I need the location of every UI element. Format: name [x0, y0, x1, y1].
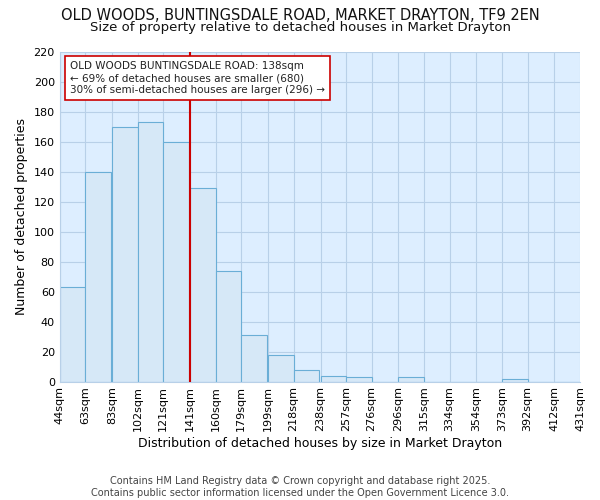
Bar — [502, 378, 527, 382]
Bar — [163, 142, 189, 382]
Bar — [59, 287, 85, 382]
Bar — [85, 172, 111, 382]
Bar — [346, 377, 371, 382]
Text: OLD WOODS, BUNTINGSDALE ROAD, MARKET DRAYTON, TF9 2EN: OLD WOODS, BUNTINGSDALE ROAD, MARKET DRA… — [61, 8, 539, 22]
Bar — [293, 370, 319, 382]
Bar — [215, 270, 241, 382]
Text: OLD WOODS BUNTINGSDALE ROAD: 138sqm
← 69% of detached houses are smaller (680)
3: OLD WOODS BUNTINGSDALE ROAD: 138sqm ← 69… — [70, 62, 325, 94]
Bar — [268, 354, 293, 382]
Bar — [112, 126, 137, 382]
Bar — [320, 376, 346, 382]
Text: Contains HM Land Registry data © Crown copyright and database right 2025.
Contai: Contains HM Land Registry data © Crown c… — [91, 476, 509, 498]
Text: Size of property relative to detached houses in Market Drayton: Size of property relative to detached ho… — [89, 21, 511, 34]
Y-axis label: Number of detached properties: Number of detached properties — [15, 118, 28, 315]
Bar — [137, 122, 163, 382]
Bar — [190, 188, 215, 382]
Bar — [241, 335, 267, 382]
X-axis label: Distribution of detached houses by size in Market Drayton: Distribution of detached houses by size … — [138, 437, 502, 450]
Bar — [398, 377, 424, 382]
